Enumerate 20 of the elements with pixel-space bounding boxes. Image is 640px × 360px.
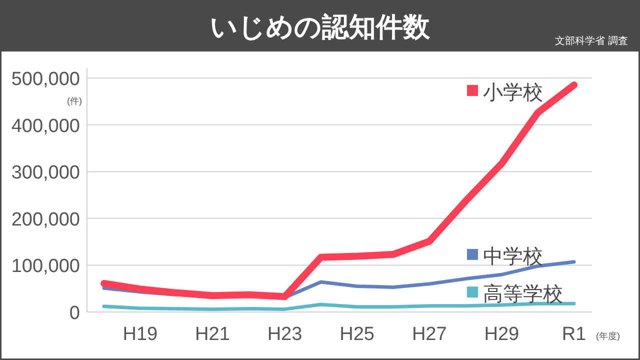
x-tick-label: H27 <box>412 324 447 345</box>
y-tick-label: 500,000 <box>11 69 80 90</box>
y-tick-label: 200,000 <box>11 209 80 230</box>
x-tick-label: H23 <box>267 324 302 345</box>
y-tick-label: 400,000 <box>11 116 80 137</box>
legend-label: 小学校 <box>483 82 543 104</box>
legend-label: 高等学校 <box>483 282 563 306</box>
text: 文部科学省 調査 <box>555 35 628 47</box>
y-axis-title: (件) <box>67 96 82 106</box>
legend-label: 中学校 <box>483 246 543 268</box>
x-tick-label: H21 <box>195 324 230 345</box>
chart-title: いじめの認知件数 <box>210 12 431 42</box>
x-tick-label: H19 <box>122 324 158 345</box>
x-tick-label: H29 <box>484 324 520 345</box>
y-tick-label: 300,000 <box>11 162 80 184</box>
y-tick-label: 0 <box>69 303 80 324</box>
x-tick-label: R1 <box>562 324 586 345</box>
x-tick-label: H25 <box>340 324 375 345</box>
x-axis-title: (年度) <box>596 331 620 341</box>
y-tick-label: 100,000 <box>11 256 80 278</box>
